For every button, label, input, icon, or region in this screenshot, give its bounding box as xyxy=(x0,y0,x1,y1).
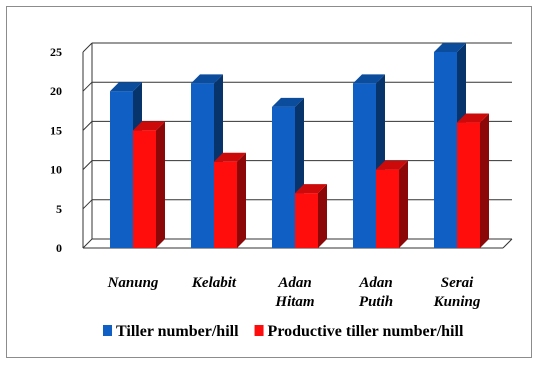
bar-front xyxy=(353,83,376,248)
bar-top xyxy=(133,121,165,131)
y-tick-label: 10 xyxy=(50,163,62,177)
gridline-diagonal xyxy=(82,121,93,131)
bar-top xyxy=(353,74,385,84)
category-label: Putih xyxy=(359,294,393,310)
bar-productive-tiller-2 xyxy=(295,184,327,248)
y-tick-label: 5 xyxy=(56,202,62,216)
category-label: Nanung xyxy=(107,275,159,291)
legend-label: Productive tiller number/hill xyxy=(268,323,464,340)
legend-label: Tiller number/hill xyxy=(116,323,239,340)
bar-front xyxy=(272,106,295,248)
y-tick-label: 25 xyxy=(50,45,62,59)
bars xyxy=(110,43,489,248)
bar-front xyxy=(214,161,237,248)
legend-swatch xyxy=(103,325,112,336)
floor-right-edge xyxy=(502,238,513,249)
gridline-diagonal xyxy=(82,238,93,249)
category-label: Kelabit xyxy=(191,275,237,291)
bar-side xyxy=(156,121,165,248)
legend-swatch xyxy=(254,325,264,336)
bar-side xyxy=(399,160,408,248)
legend: Tiller number/hill Productive tiller numb… xyxy=(103,323,464,340)
gridline-diagonal xyxy=(82,81,93,92)
bar-productive-tiller-0 xyxy=(133,121,165,248)
bar-top xyxy=(191,74,223,84)
bar-side xyxy=(480,113,489,248)
bar-top xyxy=(272,97,304,107)
bar-top xyxy=(434,43,466,52)
bar-front xyxy=(295,193,318,248)
gridline-diagonal xyxy=(82,199,93,210)
category-label: Adan xyxy=(358,275,392,291)
bar-side xyxy=(237,152,246,248)
y-tick-label: 20 xyxy=(50,84,62,98)
bar-front xyxy=(376,169,399,248)
y-tick-label: 15 xyxy=(50,123,62,137)
bar-front xyxy=(191,83,214,248)
y-tick-label: 0 xyxy=(56,241,62,255)
bar-side xyxy=(318,184,327,248)
bar-top xyxy=(214,152,246,162)
bar-front xyxy=(110,91,133,248)
bar-top xyxy=(376,160,408,170)
category-label: Adan xyxy=(277,275,311,291)
bar-productive-tiller-3 xyxy=(376,160,408,248)
bar-front xyxy=(133,130,156,248)
bar-top xyxy=(110,82,142,92)
bar-front xyxy=(434,52,457,248)
category-label: Kuning xyxy=(433,294,481,310)
gridline-diagonal xyxy=(82,42,93,53)
category-label: Hitam xyxy=(274,294,314,310)
bar-productive-tiller-4 xyxy=(457,113,489,248)
category-labels: Nanung Kelabit Adan Hitam Adan Putih Serai Kuni… xyxy=(107,275,481,310)
gridline-diagonal xyxy=(82,160,93,170)
bar-top xyxy=(457,113,489,123)
bar-productive-tiller-1 xyxy=(214,152,246,248)
category-label: Serai xyxy=(441,275,474,291)
bar-top xyxy=(295,184,327,194)
y-axis-ticks: 0 5 10 15 20 25 xyxy=(50,45,62,255)
bar-front xyxy=(457,122,480,248)
